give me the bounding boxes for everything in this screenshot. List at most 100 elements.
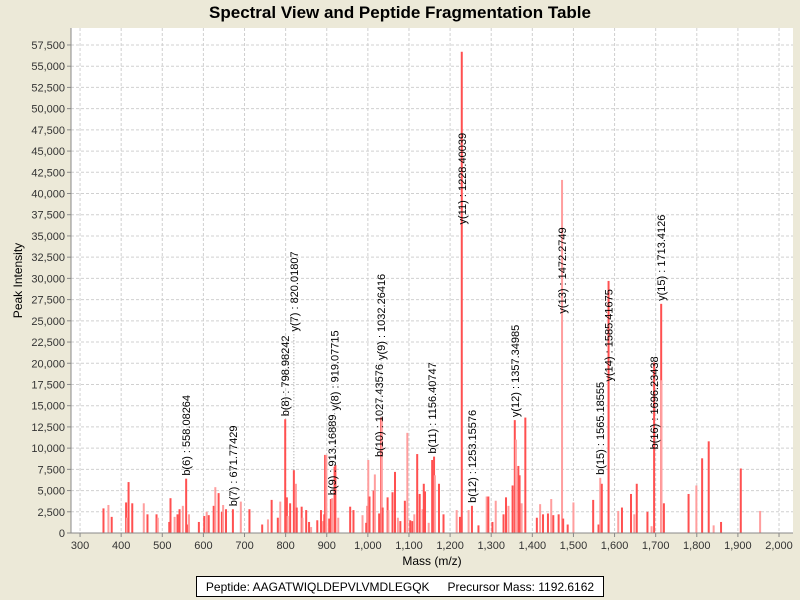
peak-bar: [513, 420, 516, 533]
peak-bar: [365, 522, 368, 533]
x-tick-label: 1,100: [395, 540, 423, 552]
peak-annotation: b(6) : 558.08264: [181, 395, 193, 476]
peak-bar: [633, 514, 636, 533]
y-tick-label: 50,000: [31, 104, 65, 116]
peak-bar: [205, 511, 208, 533]
peak-bar: [225, 509, 228, 533]
x-tick-label: 1,600: [601, 540, 629, 552]
peak-bar: [301, 517, 304, 533]
x-tick-label: 400: [112, 540, 130, 552]
y-tick-label: 12,500: [31, 422, 65, 434]
x-tick-label: 1,700: [642, 540, 670, 552]
peak-bar: [566, 524, 569, 533]
plot-area: [71, 28, 793, 533]
legend-precursor: Precursor Mass: 1192.6162: [447, 579, 595, 594]
peak-bar: [701, 458, 704, 533]
peak-bar: [372, 490, 375, 533]
peak-bar: [518, 475, 521, 533]
peak-bar: [261, 524, 264, 533]
peak-bar: [406, 432, 409, 533]
y-tick-label: 35,000: [31, 231, 65, 243]
peak-bar: [125, 517, 128, 533]
peak-bar: [424, 491, 427, 533]
peak-bar: [442, 514, 445, 533]
peak-bar: [511, 485, 514, 533]
peak-bar: [270, 499, 273, 533]
peak-bar: [305, 510, 308, 533]
peak-bar: [635, 483, 638, 533]
peak-bar: [102, 508, 105, 533]
peak-bar: [222, 504, 225, 533]
peak-bar: [214, 487, 217, 533]
peak-annotation: b(11) : 1156.40747: [427, 362, 439, 453]
peak-bar: [185, 524, 188, 533]
peak-bar: [325, 454, 328, 533]
peak-bar: [487, 496, 490, 533]
legend-box: Peptide: AAGATWIQLDEPVLVMDLEGQK Precurso…: [196, 576, 604, 597]
peak-bar: [572, 502, 575, 533]
peak-bar: [470, 505, 473, 533]
y-tick-label: 30,000: [31, 273, 65, 285]
peak-bar: [542, 514, 545, 533]
y-tick-label: 55,000: [31, 61, 65, 73]
y-axis-label: Peak Intensity: [11, 243, 25, 318]
y-tick-label: 20,000: [31, 358, 65, 370]
peak-bar: [421, 509, 424, 533]
peak-bar: [409, 520, 412, 533]
peak-bar: [393, 471, 396, 533]
peak-bar: [422, 483, 425, 533]
peak-annotation: y(15) : 1713.4126: [656, 215, 668, 301]
y-tick-label: 5,000: [37, 486, 65, 498]
peak-annotation: y(7) : 820.01807: [289, 251, 301, 331]
x-tick-label: 2,000: [765, 540, 793, 552]
peak-bar: [178, 509, 181, 533]
peak-bar: [524, 417, 527, 533]
peak-bar: [337, 517, 340, 533]
peak-bar: [156, 517, 159, 533]
x-tick-label: 800: [276, 540, 294, 552]
peak-annotation: y(12) : 1357.34985: [510, 325, 522, 417]
y-tick-label: 17,500: [31, 379, 65, 391]
peak-bar: [507, 505, 510, 533]
peak-bar: [617, 510, 620, 533]
peak-bar: [418, 493, 421, 533]
peak-bar: [653, 362, 656, 533]
peak-annotation: b(10) : 1027.43576: [374, 364, 386, 457]
peak-annotation: b(8) : 798.98242: [280, 336, 292, 417]
peak-bar: [185, 478, 188, 533]
peak-bar: [600, 483, 603, 533]
peak-bar: [203, 516, 206, 533]
peak-bar: [650, 526, 653, 533]
peak-bar: [662, 503, 665, 533]
peak-annotation: y(14) : 1585.41675: [604, 289, 616, 381]
y-tick-label: 0: [59, 528, 65, 540]
peak-annotation: y(11) : 1228.40039: [457, 133, 469, 225]
peak-bar: [212, 505, 215, 533]
peak-bar: [289, 503, 292, 533]
peak-annotation: b(15) : 1565.18555: [595, 382, 607, 475]
peak-bar: [707, 441, 710, 533]
y-tick-label: 22,500: [31, 337, 65, 349]
peak-bar: [173, 516, 176, 533]
peak-bar: [620, 507, 623, 533]
y-tick-label: 10,000: [31, 443, 65, 455]
peak-bar: [168, 521, 171, 533]
peak-bar: [284, 419, 287, 533]
peak-bar: [517, 465, 520, 533]
peak-bar: [720, 521, 723, 533]
legend-peptide: Peptide: AAGATWIQLDEPVLVMDLEGQK: [205, 579, 430, 594]
peak-bar: [646, 511, 649, 533]
y-tick-label: 45,000: [31, 146, 65, 158]
peak-bar: [427, 522, 430, 533]
peak-bar: [352, 510, 355, 533]
y-tick-label: 42,500: [31, 167, 65, 179]
spectrum-chart: 0 2,500 5,000 7,500 10,000 12,500 15,000 17,500…: [11, 28, 793, 568]
peak-bar: [316, 520, 319, 533]
x-tick-label: 900: [318, 540, 336, 552]
x-axis-label: Mass (m/z): [402, 554, 461, 568]
peak-bar: [403, 500, 406, 533]
peak-bar: [455, 510, 458, 533]
peak-bar: [146, 514, 149, 533]
peak-bar: [266, 519, 269, 533]
x-tick-label: 300: [71, 540, 89, 552]
